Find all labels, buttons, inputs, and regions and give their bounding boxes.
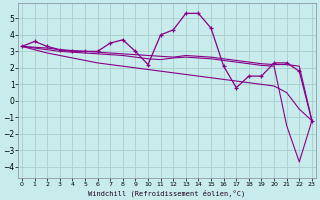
X-axis label: Windchill (Refroidissement éolien,°C): Windchill (Refroidissement éolien,°C) [88, 189, 245, 197]
